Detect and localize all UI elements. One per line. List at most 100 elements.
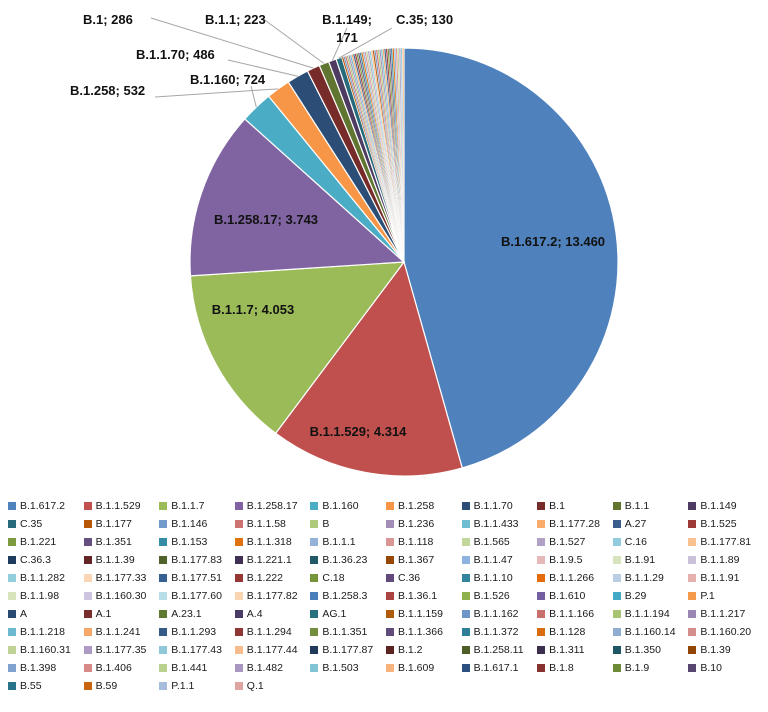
legend-label: B.1.177.83 [171, 554, 222, 566]
legend-label: B.1.1 [624, 500, 650, 512]
legend-label: C.36 [397, 572, 421, 584]
legend-item: B.1.1.166 [537, 608, 613, 620]
legend-item: B.1.177.87 [310, 644, 386, 656]
slice-labels: B.1.617.2; 13.460 B.1.1.529; 4.314 B.1.1.7… [70, 12, 605, 439]
legend-swatch [234, 646, 243, 654]
legend-label: B.29 [624, 590, 647, 602]
legend-swatch [385, 610, 394, 618]
legend-item: B.1.1.529 [83, 500, 160, 512]
legend-item: Q.1 [234, 680, 311, 692]
legend-item: B.1.1.366 [385, 626, 462, 638]
legend-item: B.1.609 [385, 662, 462, 674]
legend-swatch [310, 628, 319, 636]
legend-swatch [612, 628, 621, 636]
legend-item: B.1.91 [612, 554, 689, 566]
legend-label: B.1.160 [322, 500, 359, 512]
legend-swatch [385, 646, 394, 654]
leader-line-B-1-160 [250, 85, 257, 108]
legend-item: B.1.1.70 [461, 500, 538, 512]
legend-item: B.1.2 [385, 644, 462, 656]
legend-swatch [612, 538, 621, 546]
legend-item: B.1.1.293 [159, 626, 235, 638]
legend-label: B.1.441 [171, 662, 208, 674]
legend-label: B.1.149 [700, 500, 737, 512]
legend-label: B.1.258.17 [246, 500, 298, 512]
legend-row: B.1.1.98 B.1.160.30 B.1.177.60 B.1.177.82 B.… [8, 587, 764, 605]
legend-item: B.1.1.241 [83, 626, 160, 638]
legend-label: B.1.1.58 [246, 518, 286, 530]
legend-item: C.18 [310, 572, 386, 584]
legend-item: AG.1 [310, 608, 386, 620]
legend-label: B.1.617.2 [20, 500, 65, 512]
legend-item: B [310, 518, 386, 530]
legend-label: A.1 [95, 608, 112, 620]
legend-swatch [310, 610, 319, 618]
legend-swatch [688, 628, 697, 636]
legend-item: B.1.221 [8, 536, 84, 548]
legend-swatch [385, 502, 394, 510]
slice-label-B-1-1: B.1.1; 223 [205, 12, 266, 27]
legend-item: B.1.149 [688, 500, 764, 512]
legend-label: B.1.367 [397, 554, 435, 566]
legend-item: B.1.1.39 [83, 554, 160, 566]
legend-row: B.1.617.2 B.1.1.529 B.1.1.7 B.1.258.17 B.1.1… [8, 497, 764, 515]
legend-label: B.1.221 [20, 536, 57, 548]
legend-swatch [83, 502, 92, 510]
legend-item: B.1.1.159 [385, 608, 462, 620]
slice-label-B-1-160: B.1.160; 724 [190, 72, 266, 87]
legend-label: B [322, 518, 330, 530]
legend-swatch [612, 574, 621, 582]
legend-label: B.1.146 [171, 518, 208, 530]
legend-swatch [461, 520, 470, 528]
legend-item: B.1.8 [537, 662, 613, 674]
slice-label-B-1-258-17: B.1.258.17; 3.743 [214, 212, 318, 227]
legend-item: B.29 [612, 590, 689, 602]
legend-label: B.1.1.294 [246, 626, 292, 638]
pie-slice-B-1-258-17 [189, 118, 406, 277]
slice-label-B-1-1-529: B.1.1.529; 4.314 [310, 424, 408, 439]
legend-swatch [461, 538, 470, 546]
legend-item: B.1.118 [385, 536, 462, 548]
legend-item: B.1.146 [159, 518, 235, 530]
legend-label: B.1.2 [397, 644, 423, 656]
legend-swatch [234, 520, 243, 528]
legend-label: B.1.1.159 [397, 608, 443, 620]
legend-swatch [8, 592, 16, 600]
legend-swatch [537, 664, 546, 672]
legend-swatch [461, 610, 470, 618]
legend-item: B.1.177.51 [159, 572, 235, 584]
legend-label: B.1.1.29 [624, 572, 664, 584]
legend-swatch [310, 502, 319, 510]
legend-label: B.1.1.318 [246, 536, 292, 548]
legend-item: B.1.525 [688, 518, 764, 530]
legend-swatch [688, 556, 697, 564]
legend-label: C.36.3 [20, 554, 51, 566]
legend-label: B.1.177.81 [700, 536, 752, 548]
legend-swatch [8, 628, 16, 636]
legend-item: B.1.177.83 [159, 554, 235, 566]
legend-item: B.1.258 [385, 500, 462, 512]
legend-row: B.1.221 B.1.351 B.1.153 B.1.1.318 B.1.1.1 B.1… [8, 533, 764, 551]
legend-label: B.1.1.70 [473, 500, 513, 512]
legend-label: B.1.610 [549, 590, 586, 602]
legend-item: B.1.1.372 [461, 626, 538, 638]
legend-item: B.1.1.266 [537, 572, 613, 584]
legend-label: B.1.258 [397, 500, 435, 512]
legend-label: B.1.177 [95, 518, 132, 530]
legend-swatch [83, 574, 92, 582]
legend-label: B.1.1.1 [322, 536, 356, 548]
legend-label: B.1.1.217 [700, 608, 746, 620]
slice-label-B-1-1-70: B.1.1.70; 486 [136, 47, 215, 62]
legend-swatch [8, 610, 16, 618]
legend-swatch [310, 520, 319, 528]
legend-swatch [688, 520, 697, 528]
legend-label: B.1.1.266 [549, 572, 595, 584]
legend-label: B.1.177.43 [171, 644, 222, 656]
legend-item: B.1.617.1 [461, 662, 538, 674]
legend-label: B.1.565 [473, 536, 510, 548]
legend-item: B.1.350 [612, 644, 689, 656]
legend-swatch [83, 592, 92, 600]
legend-swatch [159, 574, 168, 582]
legend-label: B.1.177.28 [549, 518, 600, 530]
legend-label: B.1.1.218 [20, 626, 65, 638]
